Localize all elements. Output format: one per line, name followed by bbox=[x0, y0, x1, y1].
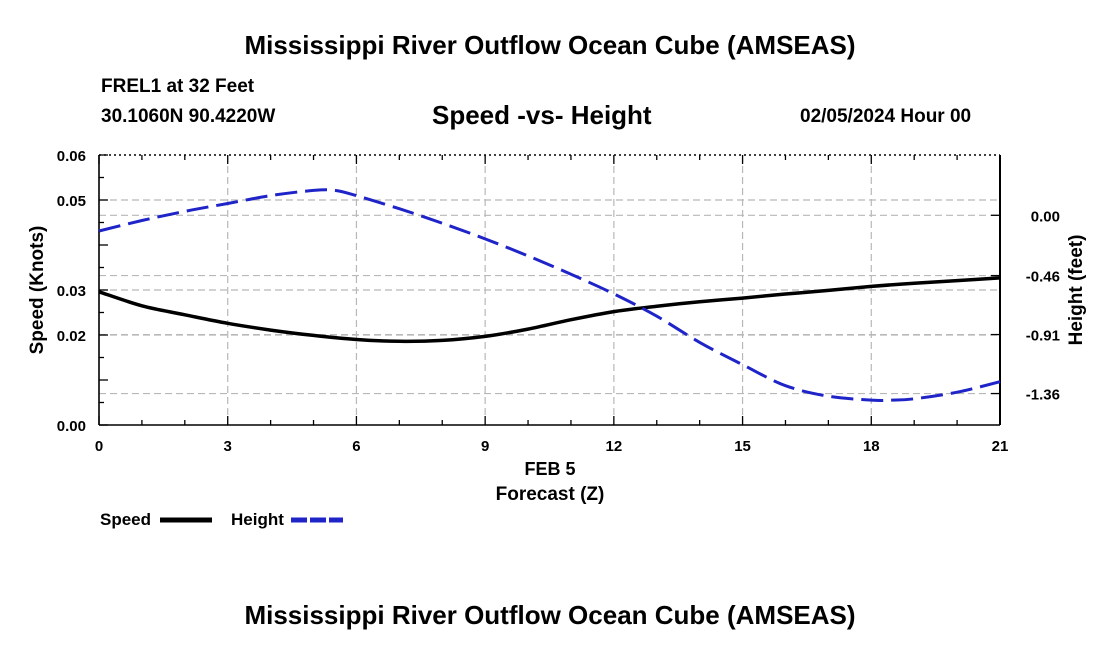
x-axis-label: Forecast (Z) bbox=[496, 484, 605, 505]
y-tick-label: 0.06 bbox=[57, 148, 86, 165]
y-axis-label: Speed (Knots) bbox=[27, 226, 48, 355]
page-title-top: Mississippi River Outflow Ocean Cube (AM… bbox=[244, 30, 856, 60]
series-layer bbox=[98, 188, 1001, 402]
y-tick-label: 0.05 bbox=[57, 193, 86, 210]
x-tick-label: 3 bbox=[224, 438, 232, 455]
grid-layer bbox=[99, 155, 1000, 425]
x-tick-label: 9 bbox=[481, 438, 489, 455]
y-tick-label: 0.03 bbox=[57, 283, 86, 300]
axis-labels: FEB 5 Forecast (Z) Speed (Knots) Height … bbox=[27, 226, 1087, 505]
y2-tick-label: 0.00 bbox=[1031, 208, 1060, 225]
x-tick-label: 18 bbox=[863, 438, 880, 455]
x-tick-label: 6 bbox=[352, 438, 360, 455]
x-tick-label: 0 bbox=[95, 438, 103, 455]
legend-height-swatch bbox=[291, 517, 343, 523]
x-tick-label: 15 bbox=[734, 438, 751, 455]
y-tick-label: 0.02 bbox=[57, 328, 86, 345]
legend-speed-swatch bbox=[160, 517, 212, 523]
y2-axis-label: Height (feet) bbox=[1066, 235, 1087, 346]
station-label: FREL1 at 32 Feet bbox=[101, 76, 255, 97]
page-title-bottom: Mississippi River Outflow Ocean Cube (AM… bbox=[244, 600, 856, 630]
y2-tick-label: -0.46 bbox=[1026, 269, 1060, 286]
height-series-line bbox=[98, 188, 1001, 402]
axis-layer: 0 3 6 9 12 15 18 21 0.00 0.02 0.03 0.05 0.06 0.00 -0.4… bbox=[57, 148, 1060, 455]
x-tick-label: 12 bbox=[606, 438, 623, 455]
y-tick-label: 0.00 bbox=[57, 418, 86, 435]
y2-tick-label: -0.91 bbox=[1026, 328, 1060, 345]
y2-tick-label: -1.36 bbox=[1026, 387, 1060, 404]
chart-title: Speed -vs- Height bbox=[432, 100, 652, 130]
datetime-label: 02/05/2024 Hour 00 bbox=[800, 106, 972, 127]
x-tick-label: 21 bbox=[992, 438, 1009, 455]
x-date-label: FEB 5 bbox=[524, 459, 575, 479]
legend-height-label: Height bbox=[231, 510, 284, 529]
coordinates-label: 30.1060N 90.4220W bbox=[101, 106, 276, 127]
speed-series-line bbox=[98, 276, 1001, 344]
legend-speed-label: Speed bbox=[100, 510, 152, 529]
